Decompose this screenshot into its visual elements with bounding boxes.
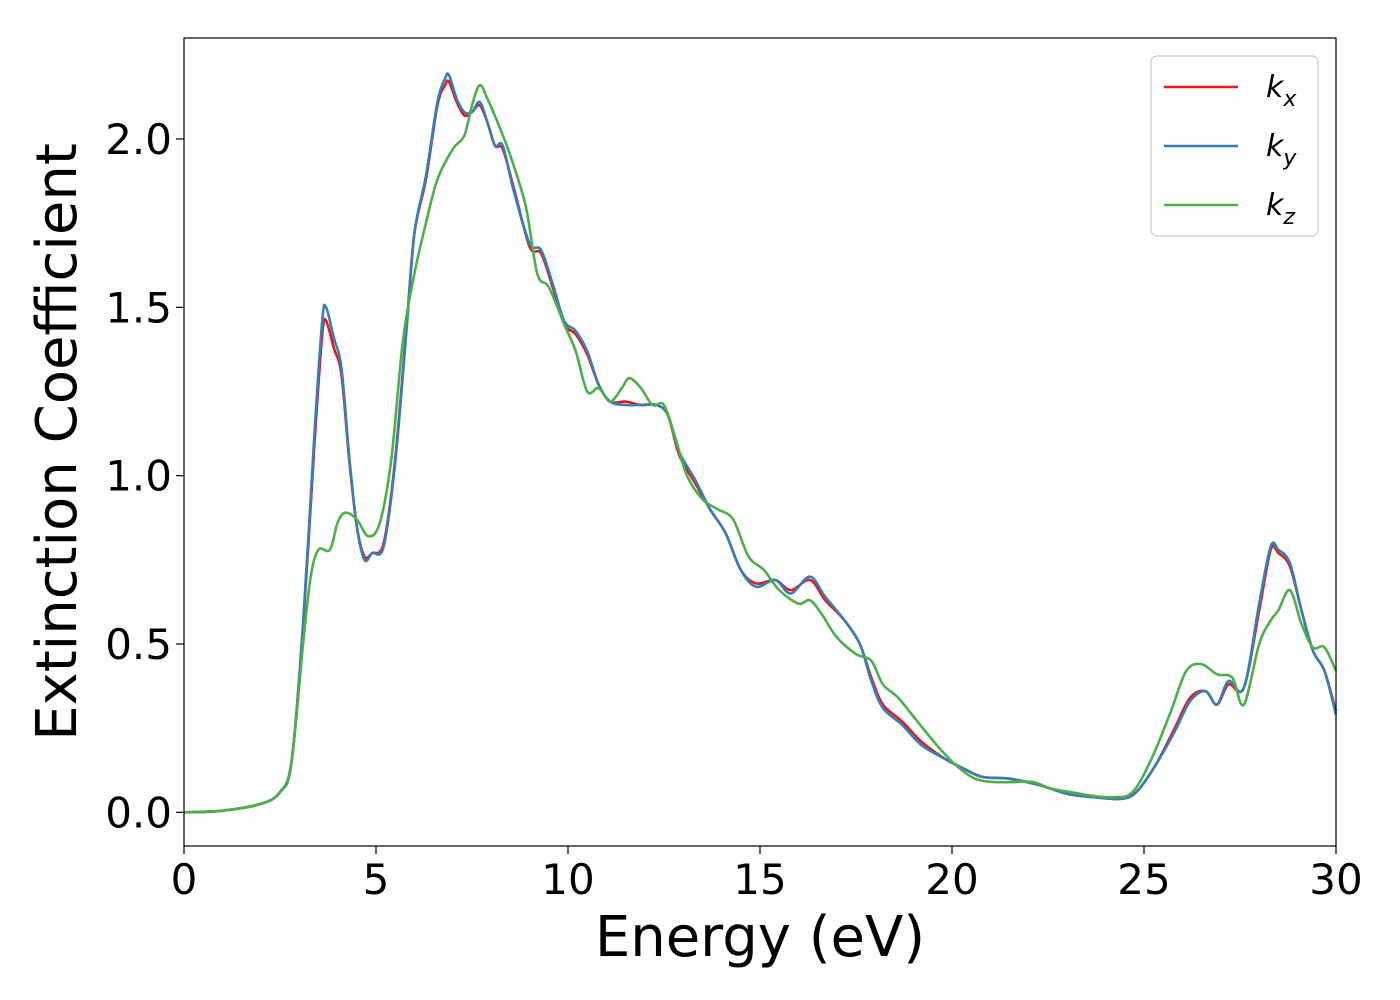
- legend-label-z: kz: [1266, 188, 1295, 230]
- x-tick-label: 20: [925, 855, 978, 904]
- x-tick-label: 25: [1117, 855, 1170, 904]
- y-tick-label: 1.0: [105, 452, 172, 501]
- y-tick-label: 0.0: [105, 788, 172, 837]
- legend-label-x: kx: [1266, 70, 1297, 112]
- x-tick-label: 0: [171, 855, 198, 904]
- legend-label-y: ky: [1266, 129, 1297, 171]
- x-axis-title: Energy (eV): [595, 905, 925, 970]
- series-line-z: [183, 83, 1338, 814]
- legend: kx ky kz: [1150, 55, 1319, 237]
- x-tick-label: 30: [1309, 855, 1362, 904]
- y-tick-label: 0.5: [105, 620, 172, 669]
- y-axis-title: Extinction Coefficient: [25, 143, 90, 741]
- x-axis: 0 5 10 15 20 25 30: [171, 846, 1363, 904]
- y-axis: 0.0 0.5 1.0 1.5 2.0: [105, 115, 184, 837]
- y-tick-label: 2.0: [105, 115, 172, 164]
- series-layer: [183, 72, 1338, 814]
- series-line-y: [183, 72, 1338, 814]
- x-tick-label: 10: [541, 855, 594, 904]
- y-tick-label: 1.5: [105, 283, 172, 332]
- x-tick-label: 5: [363, 855, 390, 904]
- x-tick-label: 15: [733, 855, 786, 904]
